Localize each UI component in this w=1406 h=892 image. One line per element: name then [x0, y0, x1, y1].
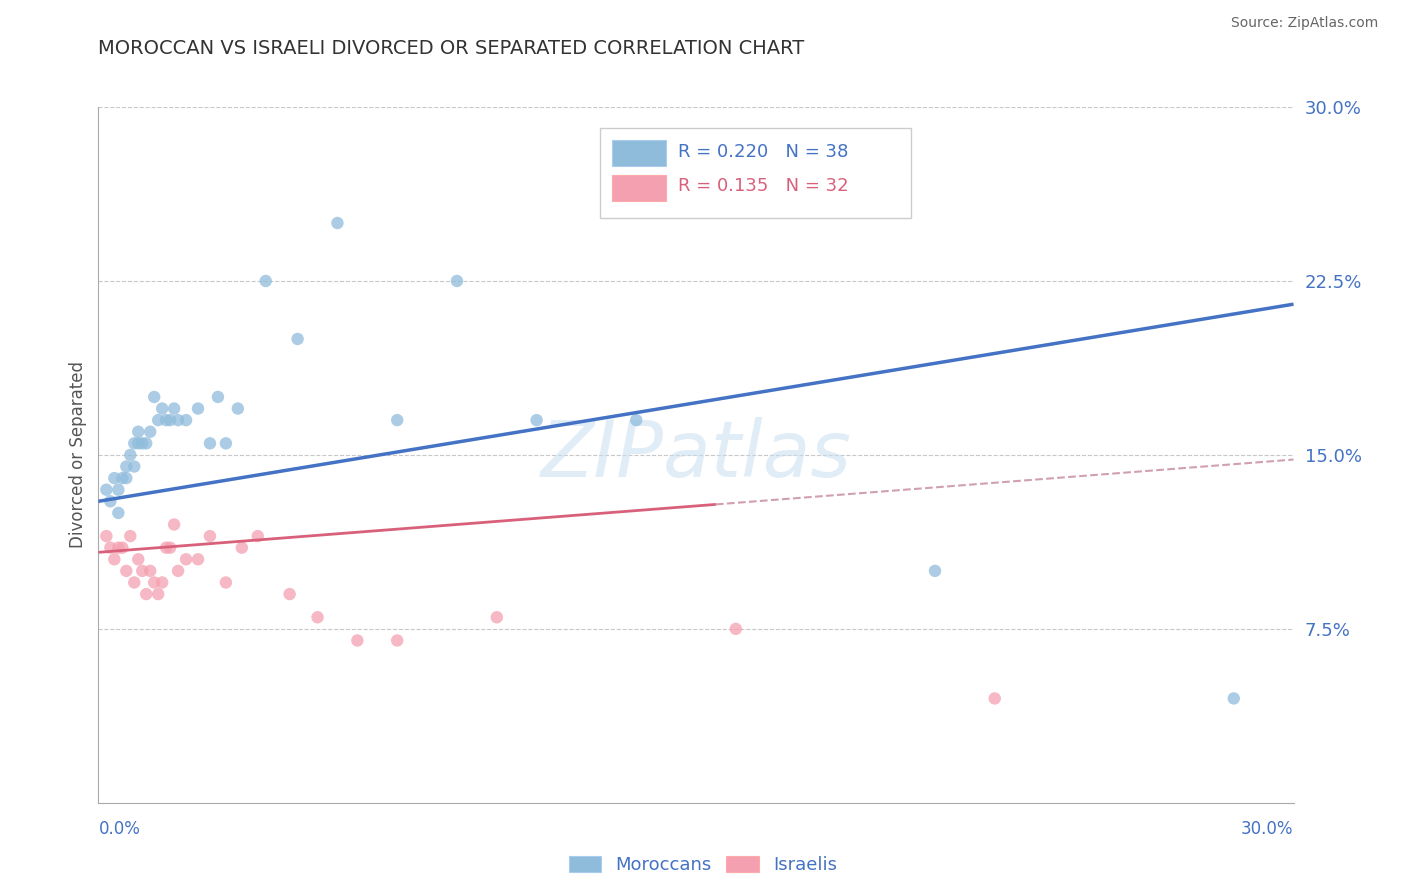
FancyBboxPatch shape	[600, 128, 911, 219]
Point	[96, 529, 118, 543]
Point	[167, 564, 190, 578]
Point	[385, 633, 409, 648]
Point	[139, 425, 162, 439]
Point	[127, 552, 149, 566]
Point	[98, 541, 122, 555]
Point	[143, 390, 166, 404]
Point	[148, 413, 170, 427]
FancyBboxPatch shape	[612, 140, 666, 166]
Point	[346, 633, 368, 648]
Point	[724, 622, 747, 636]
Point	[174, 413, 197, 427]
Point	[131, 436, 153, 450]
Point	[131, 564, 153, 578]
Point	[111, 541, 134, 555]
Point	[127, 425, 149, 439]
Point	[155, 413, 177, 427]
Point	[167, 413, 190, 427]
Point	[385, 413, 409, 427]
Text: ZIPatlas: ZIPatlas	[540, 417, 852, 493]
Point	[326, 216, 349, 230]
Text: R = 0.135   N = 32: R = 0.135 N = 32	[678, 177, 849, 194]
Point	[187, 401, 209, 416]
Point	[135, 436, 157, 450]
Point	[155, 541, 177, 555]
Point	[307, 610, 329, 624]
Point	[107, 506, 129, 520]
Point	[115, 459, 138, 474]
Point	[107, 483, 129, 497]
Point	[124, 575, 146, 590]
Point	[624, 413, 647, 427]
Point	[231, 541, 253, 555]
Point	[215, 436, 238, 450]
Text: MOROCCAN VS ISRAELI DIVORCED OR SEPARATED CORRELATION CHART: MOROCCAN VS ISRAELI DIVORCED OR SEPARATE…	[98, 39, 804, 58]
Point	[198, 436, 221, 450]
Point	[120, 448, 142, 462]
Legend: Moroccans, Israelis: Moroccans, Israelis	[568, 855, 838, 874]
Point	[143, 575, 166, 590]
Point	[254, 274, 277, 288]
Point	[148, 587, 170, 601]
Point	[127, 436, 149, 450]
Point	[485, 610, 508, 624]
Point	[115, 564, 138, 578]
Point	[1222, 691, 1246, 706]
Point	[207, 390, 229, 404]
Point	[98, 494, 122, 508]
Point	[150, 575, 173, 590]
Point	[246, 529, 269, 543]
Point	[139, 564, 162, 578]
Point	[103, 471, 125, 485]
Point	[96, 483, 118, 497]
Point	[159, 413, 181, 427]
Point	[924, 564, 946, 578]
Point	[120, 529, 142, 543]
Point	[187, 552, 209, 566]
Y-axis label: Divorced or Separated: Divorced or Separated	[69, 361, 87, 549]
Point	[215, 575, 238, 590]
Point	[198, 529, 221, 543]
Text: R = 0.220   N = 38: R = 0.220 N = 38	[678, 144, 848, 161]
Point	[278, 587, 301, 601]
Point	[174, 552, 197, 566]
Point	[526, 413, 548, 427]
Point	[226, 401, 249, 416]
Point	[163, 401, 186, 416]
Point	[163, 517, 186, 532]
Point	[124, 459, 146, 474]
Text: 0.0%: 0.0%	[98, 820, 141, 838]
Text: Source: ZipAtlas.com: Source: ZipAtlas.com	[1230, 16, 1378, 29]
Point	[103, 552, 125, 566]
Point	[124, 436, 146, 450]
Point	[287, 332, 309, 346]
Text: 30.0%: 30.0%	[1241, 820, 1294, 838]
Point	[107, 541, 129, 555]
Point	[135, 587, 157, 601]
Point	[159, 541, 181, 555]
Point	[111, 471, 134, 485]
Point	[115, 471, 138, 485]
Point	[983, 691, 1005, 706]
Point	[446, 274, 468, 288]
Point	[150, 401, 173, 416]
FancyBboxPatch shape	[612, 175, 666, 201]
